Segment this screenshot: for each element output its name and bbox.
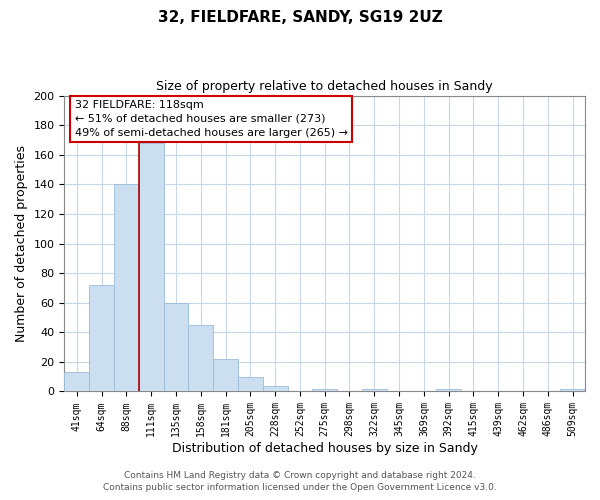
Text: 32, FIELDFARE, SANDY, SG19 2UZ: 32, FIELDFARE, SANDY, SG19 2UZ	[158, 10, 442, 25]
Bar	[362, 388, 386, 392]
Bar	[560, 388, 585, 392]
X-axis label: Distribution of detached houses by size in Sandy: Distribution of detached houses by size …	[172, 442, 478, 455]
Bar	[64, 372, 89, 392]
Bar	[436, 388, 461, 392]
Title: Size of property relative to detached houses in Sandy: Size of property relative to detached ho…	[157, 80, 493, 93]
Bar	[89, 285, 114, 392]
Bar	[238, 376, 263, 392]
Bar	[139, 143, 164, 392]
Bar	[164, 302, 188, 392]
Bar	[213, 359, 238, 392]
Text: Contains HM Land Registry data © Crown copyright and database right 2024.
Contai: Contains HM Land Registry data © Crown c…	[103, 471, 497, 492]
Bar	[313, 388, 337, 392]
Bar	[188, 325, 213, 392]
Bar	[263, 386, 287, 392]
Bar	[114, 184, 139, 392]
Text: 32 FIELDFARE: 118sqm
← 51% of detached houses are smaller (273)
49% of semi-deta: 32 FIELDFARE: 118sqm ← 51% of detached h…	[75, 100, 348, 138]
Y-axis label: Number of detached properties: Number of detached properties	[15, 145, 28, 342]
